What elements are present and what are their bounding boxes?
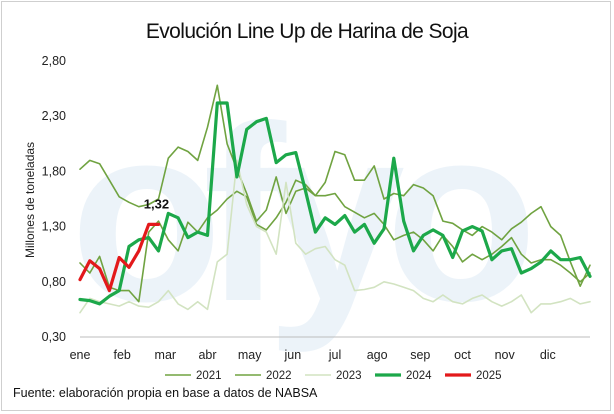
x-tick-label: may bbox=[238, 348, 262, 362]
x-tick-label: dic bbox=[540, 348, 556, 362]
x-tick-label: nov bbox=[495, 348, 516, 362]
x-axis-ticks: ene feb mar abr may jun jul ago sep oct nov dic bbox=[70, 348, 556, 362]
legend-label: 2024 bbox=[406, 370, 432, 382]
series-line-2023 bbox=[79, 159, 591, 314]
watermark-text: ofyo bbox=[70, 74, 528, 353]
series-line-2021 bbox=[79, 179, 591, 303]
x-tick-label: oct bbox=[454, 348, 471, 362]
chart-title: Evolución Line Up de Harina de Soja bbox=[146, 20, 469, 43]
y-axis-ticks: 0,30 0,80 1,30 1,80 2,30 2,80 bbox=[42, 54, 66, 344]
source-note: Fuente: elaboración propia en base a dat… bbox=[13, 386, 318, 400]
series-line-2025 bbox=[78, 222, 161, 293]
y-tick-label: 0,80 bbox=[42, 275, 66, 289]
legend-label: 2025 bbox=[476, 370, 502, 382]
y-tick-label: 2,80 bbox=[42, 54, 66, 68]
x-tick-label: sep bbox=[410, 348, 430, 362]
legend: 2021 2022 2023 2024 2025 bbox=[165, 370, 502, 382]
series-line-2024 bbox=[78, 101, 592, 306]
x-tick-label: mar bbox=[155, 348, 177, 362]
legend-label: 2023 bbox=[336, 370, 362, 382]
annotation-label: 1,32 bbox=[144, 196, 169, 211]
series-line-2022 bbox=[79, 84, 591, 288]
x-tick-label: ene bbox=[70, 348, 91, 362]
x-tick-label: feb bbox=[113, 348, 130, 362]
x-tick-label: ago bbox=[367, 348, 388, 362]
x-tick-label: abr bbox=[198, 348, 216, 362]
y-tick-label: 1,80 bbox=[42, 164, 66, 178]
y-axis-label: Millones de toneladas bbox=[23, 142, 37, 258]
y-tick-label: 1,30 bbox=[42, 220, 66, 234]
x-tick-label: jun bbox=[283, 348, 301, 362]
legend-label: 2021 bbox=[196, 370, 222, 382]
x-tick-label: jul bbox=[328, 348, 342, 362]
y-tick-label: 0,30 bbox=[42, 330, 66, 344]
series-lines bbox=[78, 84, 592, 314]
watermark-logo: ofyo bbox=[70, 74, 548, 353]
y-tick-label: 2,30 bbox=[42, 109, 66, 123]
legend-label: 2022 bbox=[266, 370, 292, 382]
